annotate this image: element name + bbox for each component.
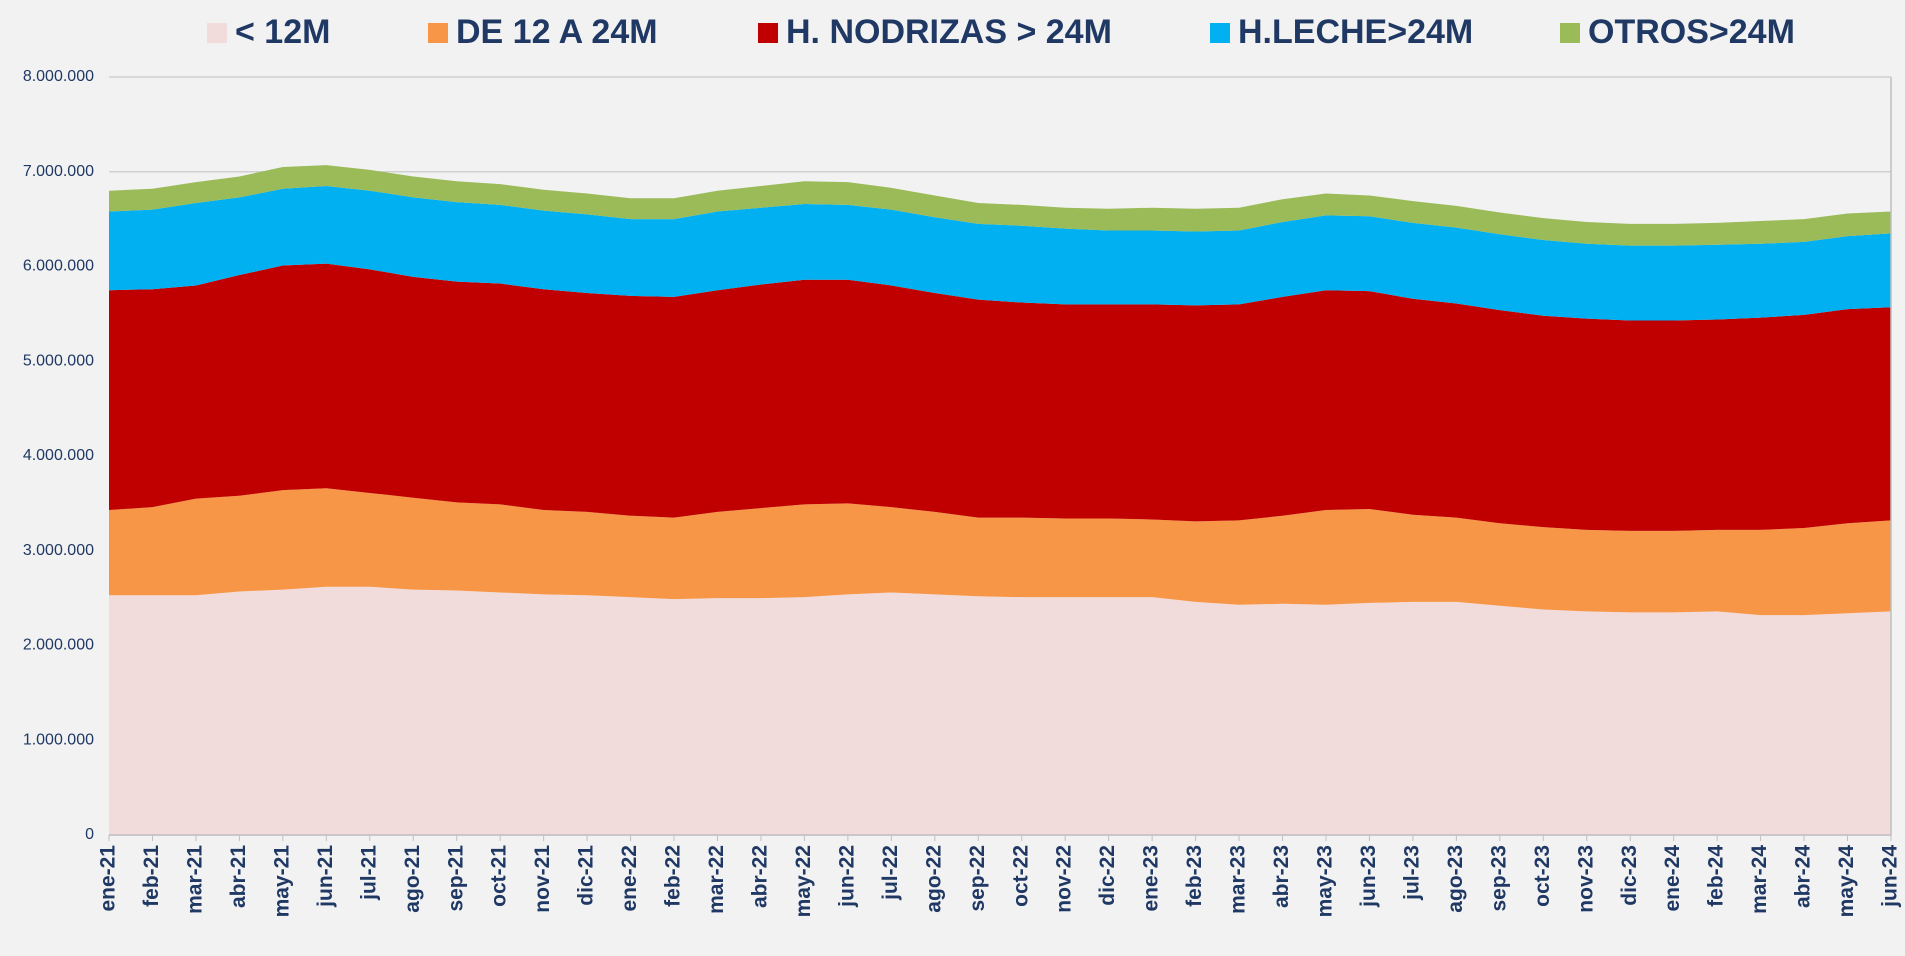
area <box>109 587 1891 835</box>
legend-label: < 12M <box>235 13 330 51</box>
x-tick-label: mar-22 <box>705 845 728 914</box>
y-tick-label: 8.000.000 <box>23 68 94 85</box>
x-tick-label: oct-22 <box>1009 845 1032 907</box>
y-tick-label: 7.000.000 <box>23 163 94 180</box>
x-tick-label: sep-23 <box>1487 845 1510 912</box>
x-tick-label: may-21 <box>270 845 293 918</box>
x-tick-label: may-23 <box>1314 845 1337 917</box>
legend-label: DE 12 A 24M <box>456 13 658 51</box>
x-tick-label: nov-23 <box>1574 845 1597 913</box>
x-tick-label: ago-22 <box>922 845 945 913</box>
x-tick-label: oct-23 <box>1531 845 1554 907</box>
x-tick-label: feb-23 <box>1183 845 1206 907</box>
x-tick-label: jul-21 <box>357 845 380 901</box>
y-tick-label: 5.000.000 <box>23 352 94 369</box>
x-tick-label: feb-24 <box>1705 845 1728 907</box>
x-tick-label: ene-24 <box>1661 845 1684 912</box>
x-tick-label: abr-23 <box>1270 845 1293 908</box>
legend-swatch <box>1560 23 1580 43</box>
x-tick-label: jun-21 <box>314 845 337 908</box>
x-tick-label: ene-21 <box>97 845 120 912</box>
x-tick-label: jul-22 <box>879 845 902 901</box>
legend-label: OTROS>24M <box>1588 13 1795 51</box>
x-tick-label: oct-21 <box>488 845 511 907</box>
y-tick-label: 3.000.000 <box>23 542 94 559</box>
x-tick-label: jun-24 <box>1879 845 1902 908</box>
legend-label: H.LECHE>24M <box>1238 13 1473 51</box>
x-tick-label: dic-21 <box>575 845 598 906</box>
x-tick-label: mar-23 <box>1227 845 1250 914</box>
x-tick-label: ene-23 <box>1140 845 1163 912</box>
x-tick-label: may-22 <box>792 845 815 917</box>
x-tick-label: ago-21 <box>401 845 424 913</box>
x-tick-label: nov-22 <box>1053 845 1076 913</box>
x-tick-label: abr-24 <box>1792 845 1815 908</box>
x-tick-label: mar-24 <box>1748 845 1771 914</box>
y-tick-label: 4.000.000 <box>23 447 94 464</box>
legend-swatch <box>207 23 227 43</box>
x-tick-label: jun-23 <box>1357 845 1380 908</box>
x-tick-label: nov-21 <box>531 845 554 913</box>
y-tick-label: 1.000.000 <box>23 731 94 748</box>
x-tick-label: feb-21 <box>140 845 163 907</box>
x-tick-label: abr-21 <box>227 845 250 908</box>
x-tick-label: ene-22 <box>618 845 641 912</box>
x-tick-label: may-24 <box>1835 845 1858 918</box>
x-tick-label: abr-22 <box>748 845 771 908</box>
x-tick-label: dic-22 <box>1096 845 1119 906</box>
chart: 0 1.000.000 2.000.000 3.000.000 4.000.000 5.0… <box>0 0 1905 956</box>
legend-swatch <box>1210 23 1230 43</box>
x-tick-label: mar-21 <box>183 845 206 914</box>
y-tick-label: 0 <box>85 826 94 843</box>
legend-swatch <box>428 23 448 43</box>
y-tick-label: 6.000.000 <box>23 258 94 275</box>
legend-swatch <box>758 23 778 43</box>
x-tick-label: feb-22 <box>662 845 685 907</box>
x-tick-label: sep-21 <box>444 845 467 912</box>
legend-label: H. NODRIZAS > 24M <box>786 13 1112 51</box>
x-tick-label: jul-23 <box>1400 845 1423 901</box>
x-tick-label: sep-22 <box>966 845 989 912</box>
x-tick-label: jun-22 <box>835 845 858 908</box>
x-tick-label: ago-23 <box>1444 845 1467 913</box>
y-tick-label: 2.000.000 <box>23 637 94 654</box>
x-tick-label: dic-23 <box>1618 845 1641 906</box>
